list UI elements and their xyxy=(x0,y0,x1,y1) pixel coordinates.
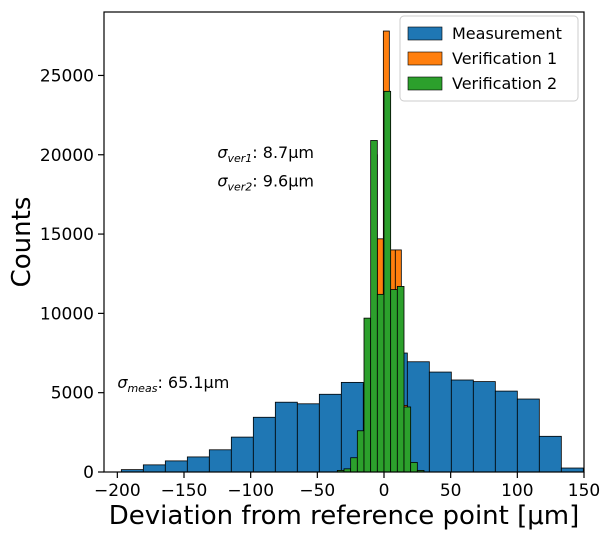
series-3-bar-6 xyxy=(370,140,378,473)
series-3-bars xyxy=(336,90,425,473)
series-3-bar-10 xyxy=(396,286,405,473)
series-1-bar-7 xyxy=(252,416,276,473)
legend-box xyxy=(399,15,579,102)
series-1-bar-16 xyxy=(450,379,474,473)
series-3-bar-8 xyxy=(383,90,392,473)
series-1-bar-19 xyxy=(516,398,540,473)
series-3-bar-12 xyxy=(410,462,418,473)
x-tick-label-2: −150 xyxy=(161,481,208,501)
ticks-layer: −200 −150 −100 −50 0 50 100 150 0 5000 10000 15000 2… xyxy=(40,66,600,501)
annotation-2: σver2: 9.6μm xyxy=(217,171,314,193)
y-tick-label-2: 5000 xyxy=(51,384,94,404)
series-1-bar-17 xyxy=(472,381,496,473)
x-tick-label-4: −50 xyxy=(299,481,335,501)
legend-label-3: Verification 2 xyxy=(452,74,557,93)
series-1-bar-6 xyxy=(230,436,254,473)
x-axis-title: Deviation from reference point [μm] xyxy=(109,501,580,531)
annotations-layer: σver1: 8.7μm σver2: 9.6μm σmeas: 65.1μm xyxy=(117,143,314,395)
series-1-bar-2 xyxy=(142,464,166,473)
series-3-bar-5 xyxy=(363,317,372,473)
x-tick-label-8: 150 xyxy=(568,481,600,501)
x-tick-label-6: 50 xyxy=(440,481,462,501)
legend-swatch-1 xyxy=(407,26,443,41)
annotation-3: σmeas: 65.1μm xyxy=(117,373,229,395)
series-3-bar-9 xyxy=(390,289,398,473)
series-1-bar-3 xyxy=(164,460,188,473)
series-1-bar-15 xyxy=(428,371,452,473)
legend-swatch-3 xyxy=(407,76,443,91)
series-1-bar-9 xyxy=(296,403,320,473)
y-axis-title: Counts xyxy=(7,197,37,288)
y-tick-label-6: 25000 xyxy=(40,66,94,86)
series-3-bar-7 xyxy=(376,293,385,473)
series-1-bar-18 xyxy=(494,390,518,473)
x-tick-label-5: 0 xyxy=(379,481,390,501)
y-tick-label-5: 20000 xyxy=(40,146,94,166)
series-1-bar-5 xyxy=(208,449,232,473)
y-tick-label-3: 10000 xyxy=(40,304,94,324)
series-1-bar-8 xyxy=(274,401,298,473)
legend-swatch-2 xyxy=(407,51,443,66)
series-1-bar-20 xyxy=(538,435,562,473)
series-3-bar-3 xyxy=(350,457,358,473)
y-tick-label-1: 0 xyxy=(83,463,94,483)
series-3-bar-4 xyxy=(356,430,365,473)
legend-label-2: Verification 1 xyxy=(452,49,557,68)
plot-frame xyxy=(103,11,585,473)
legend: Measurement Verification 1 Verification 2 xyxy=(399,15,579,102)
x-tick-label-3: −100 xyxy=(227,481,274,501)
x-tick-label-1: −200 xyxy=(94,481,141,501)
x-tick-label-7: 100 xyxy=(501,481,533,501)
y-tick-label-4: 15000 xyxy=(40,225,94,245)
series-3-bar-11 xyxy=(403,406,412,473)
series-1-bar-4 xyxy=(186,456,210,473)
series-1-bar-10 xyxy=(318,393,342,473)
legend-label-1: Measurement xyxy=(452,24,562,43)
annotation-1: σver1: 8.7μm xyxy=(217,143,314,165)
